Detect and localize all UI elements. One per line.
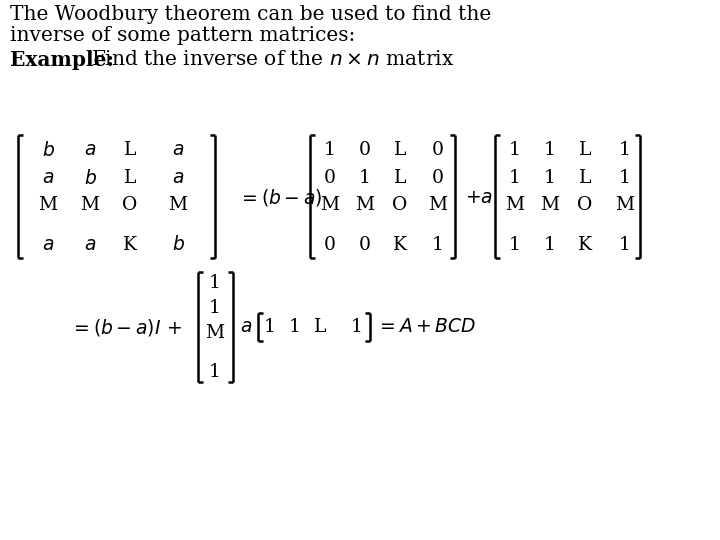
Text: $b$: $b$ <box>171 235 184 254</box>
Text: M: M <box>428 196 448 214</box>
Text: $=(b-a)$: $=(b-a)$ <box>238 187 323 208</box>
Text: 1: 1 <box>619 141 631 159</box>
Text: L: L <box>579 141 591 159</box>
Text: $b$: $b$ <box>42 140 55 159</box>
Text: $a$: $a$ <box>240 318 252 336</box>
Text: L: L <box>124 141 136 159</box>
Text: 1: 1 <box>324 141 336 159</box>
Text: inverse of some pattern matrices:: inverse of some pattern matrices: <box>10 26 356 45</box>
Text: $a$: $a$ <box>84 236 96 254</box>
Text: 1: 1 <box>209 274 221 292</box>
Text: 1: 1 <box>432 236 444 254</box>
Text: M: M <box>81 196 99 214</box>
Text: 0: 0 <box>324 169 336 187</box>
Text: 1: 1 <box>619 169 631 187</box>
Text: $a$: $a$ <box>42 236 54 254</box>
Text: O: O <box>122 196 138 214</box>
Text: 1: 1 <box>264 318 276 336</box>
Text: M: M <box>505 196 525 214</box>
Text: M: M <box>320 196 340 214</box>
Text: 1: 1 <box>619 236 631 254</box>
Text: 1: 1 <box>209 363 221 381</box>
Text: $a$: $a$ <box>84 141 96 159</box>
Text: $=A+BCD$: $=A+BCD$ <box>376 318 477 336</box>
Text: $a$: $a$ <box>172 141 184 159</box>
Text: Example:: Example: <box>10 50 114 70</box>
Text: K: K <box>123 236 137 254</box>
Text: M: M <box>541 196 559 214</box>
Text: $+a$: $+a$ <box>465 189 493 207</box>
Text: L: L <box>314 318 326 336</box>
Text: 0: 0 <box>359 236 371 254</box>
Text: $=(b-a)I\,+$: $=(b-a)I\,+$ <box>70 316 182 338</box>
Text: 1: 1 <box>509 169 521 187</box>
Text: Find the inverse of the $n \times n$ matrix: Find the inverse of the $n \times n$ mat… <box>91 50 454 69</box>
Text: M: M <box>38 196 58 214</box>
Text: 0: 0 <box>324 236 336 254</box>
Text: M: M <box>168 196 188 214</box>
Text: 1: 1 <box>209 299 221 317</box>
Text: The Woodbury theorem can be used to find the: The Woodbury theorem can be used to find… <box>10 5 491 24</box>
Text: L: L <box>124 169 136 187</box>
Text: 1: 1 <box>544 236 556 254</box>
Text: K: K <box>578 236 592 254</box>
Text: K: K <box>393 236 407 254</box>
Text: 0: 0 <box>432 141 444 159</box>
Text: 1: 1 <box>544 141 556 159</box>
Text: M: M <box>205 324 225 342</box>
Text: L: L <box>394 169 406 187</box>
Text: L: L <box>579 169 591 187</box>
Text: O: O <box>577 196 593 214</box>
Text: 0: 0 <box>432 169 444 187</box>
Text: 1: 1 <box>351 318 363 336</box>
Text: $a$: $a$ <box>172 169 184 187</box>
Text: 1: 1 <box>289 318 301 336</box>
Text: 1: 1 <box>509 236 521 254</box>
Text: $a$: $a$ <box>42 169 54 187</box>
Text: M: M <box>616 196 634 214</box>
Text: L: L <box>394 141 406 159</box>
Text: M: M <box>356 196 374 214</box>
Text: 0: 0 <box>359 141 371 159</box>
Text: 1: 1 <box>544 169 556 187</box>
Text: 1: 1 <box>359 169 371 187</box>
Text: O: O <box>392 196 408 214</box>
Text: 1: 1 <box>509 141 521 159</box>
Text: $b$: $b$ <box>84 168 96 187</box>
